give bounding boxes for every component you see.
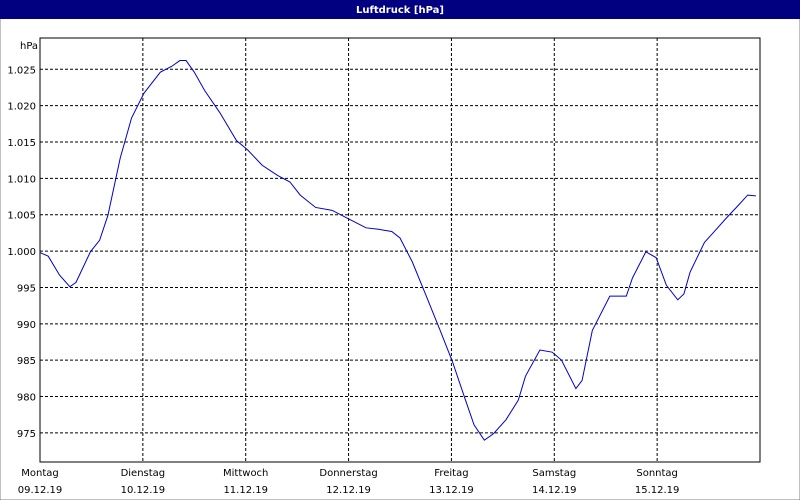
y-tick-label: 1.005 [7, 211, 36, 222]
x-tick-date: 15.12.19 [635, 485, 680, 496]
x-tick-date: 13.12.19 [429, 485, 474, 496]
x-tick-label: Samstag [532, 468, 576, 479]
title-bar [0, 0, 800, 19]
y-tick-label: 1.015 [7, 138, 36, 149]
plot-frame [39, 37, 761, 463]
y-tick-label: 980 [17, 393, 36, 404]
x-tick-label: Freitag [434, 468, 468, 479]
x-tick-label: Donnerstag [319, 468, 377, 479]
y-tick-label: 1.020 [7, 102, 36, 113]
y-unit: hPa [20, 41, 38, 52]
y-tick-label: 990 [17, 320, 36, 331]
x-tick-label: Sonntag [636, 468, 678, 479]
x-tick-label: Montag [21, 468, 58, 479]
y-tick-label: 1.000 [7, 247, 36, 258]
y-tick-label: 1.010 [7, 174, 36, 185]
x-tick-label: Dienstag [121, 468, 166, 479]
chart-title: Luftdruck [hPa] [356, 5, 444, 16]
line [39, 60, 756, 441]
x-tick-date: 12.12.19 [326, 485, 371, 496]
y-tick-label: 975 [17, 429, 36, 440]
y-tick-label: 995 [17, 283, 36, 294]
y-tick-label: 1.025 [7, 65, 36, 76]
x-tick-date: 09.12.19 [18, 485, 63, 496]
y-tick-label: 985 [17, 356, 36, 367]
x-tick-date: 11.12.19 [223, 485, 268, 496]
x-tick-date: 14.12.19 [532, 485, 577, 496]
x-tick-date: 10.12.19 [121, 485, 166, 496]
x-tick-label: Mittwoch [223, 468, 268, 479]
